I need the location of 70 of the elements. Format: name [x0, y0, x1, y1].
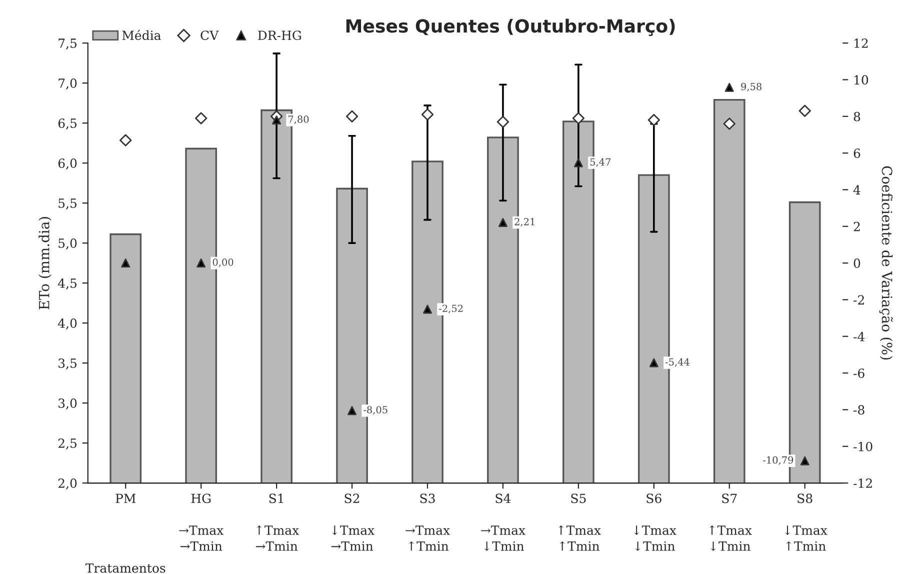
legend-label: Média — [122, 30, 161, 40]
point — [798, 104, 811, 117]
point — [800, 456, 810, 466]
category-label: S5 ↑Tmax ↑Tmin — [558, 494, 601, 551]
point — [195, 112, 208, 124]
data-label: -2,52 — [439, 304, 463, 314]
legend-label: DR-HG — [258, 30, 301, 40]
data-label: 0,00 — [212, 258, 234, 268]
point — [574, 158, 583, 168]
y2-tick-label: 0 — [854, 258, 860, 268]
data-label: 9,58 — [741, 82, 762, 92]
y-axis-title: ETo (mm.dia) — [38, 216, 52, 310]
point — [648, 114, 660, 126]
y-tick-label: 3,0 — [58, 398, 77, 410]
point — [496, 116, 510, 128]
y-tick-label: 7,0 — [58, 78, 77, 90]
point — [724, 82, 734, 92]
y-tick-label: 7,5 — [58, 38, 76, 50]
point — [498, 218, 508, 228]
data-label: -5,44 — [665, 358, 690, 367]
category-label: S4 →Tmax ↓Tmin — [481, 494, 526, 551]
y2-tick-label: 6 — [854, 148, 860, 158]
point — [649, 358, 658, 368]
data-label: -10,79 — [763, 456, 794, 465]
y2-tick-label: -10 — [854, 442, 872, 452]
point — [723, 118, 736, 130]
point — [421, 108, 434, 121]
y-tick-label: 4,0 — [58, 318, 77, 330]
y-tick-label: 5,0 — [58, 238, 77, 250]
point — [272, 116, 282, 125]
chart-title: Meses Quentes (Outubro-Março) — [346, 18, 675, 36]
data-label: 2,21 — [514, 218, 534, 227]
y-tick-label: 2,5 — [58, 438, 76, 450]
point — [121, 258, 130, 268]
x-tick-label: PM — [116, 494, 136, 503]
text: Tratamentos — [85, 563, 166, 573]
y-tick-label: 5,5 — [58, 198, 76, 210]
category-label: S2 ↓Tmax →Tmin — [331, 494, 374, 551]
y2-tick-label: 2 — [854, 222, 860, 232]
y-tick-label: 6,5 — [58, 118, 76, 130]
data-label: -8,05 — [364, 406, 388, 415]
y2-tick-label: -8 — [854, 405, 864, 415]
y2-tick-label: 4 — [853, 185, 860, 194]
y-tick-label: 6,0 — [58, 158, 77, 170]
category-label: S8 ↓Tmax ↑Tmin — [784, 494, 828, 551]
y2-tick-label: 12 — [854, 38, 868, 48]
legend-label: CV — [200, 30, 219, 40]
data-label: 7,80 — [288, 116, 309, 124]
y2-tick-label: -6 — [854, 368, 864, 378]
y-tick-label: 2,0 — [58, 478, 77, 490]
y2-axis-title: Coeficiente de Variação (%) — [879, 166, 893, 360]
y-tick-label: 4,5 — [58, 278, 76, 290]
category-label: S7 ↑Tmax ↓Tmin — [709, 494, 752, 551]
y2-tick-label: -4 — [854, 332, 865, 342]
y2-tick-label: -2 — [854, 295, 864, 304]
point — [348, 406, 357, 416]
point — [572, 112, 585, 124]
y-tick-label: 3,5 — [58, 358, 76, 370]
category-label: S1 ↑Tmax →Tmin — [256, 494, 299, 551]
point — [196, 258, 206, 268]
point — [422, 304, 432, 314]
point — [346, 110, 358, 122]
point — [120, 134, 132, 146]
data-label: 5,47 — [590, 158, 610, 167]
y2-tick-label: 8 — [854, 112, 860, 122]
category-label: S3 →Tmax ↑Tmin — [406, 494, 450, 551]
y2-tick-label: -12 — [854, 478, 872, 488]
y2-tick-label: 10 — [854, 75, 868, 85]
category-label: S6 ↓Tmax ↓Tmin — [634, 494, 676, 551]
category-label: HG →Tmax →Tmin — [179, 494, 224, 551]
